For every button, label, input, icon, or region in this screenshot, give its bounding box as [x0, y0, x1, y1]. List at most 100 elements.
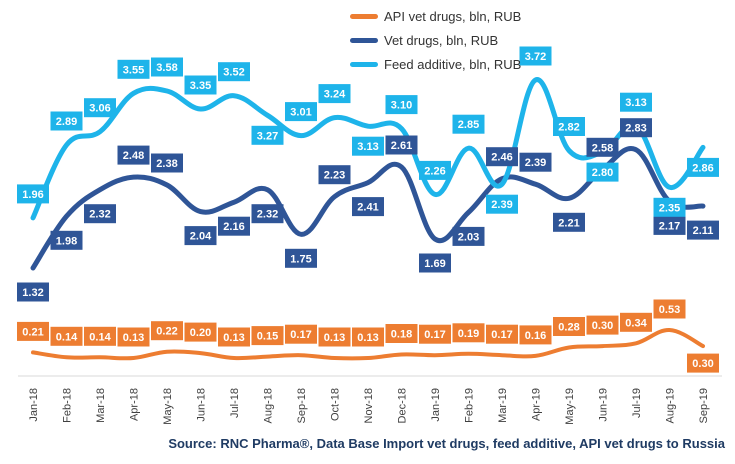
- data-label-text: 0.17: [290, 329, 311, 341]
- x-tick-label: May-18: [162, 388, 174, 425]
- legend-swatch-feed: [350, 61, 378, 67]
- data-label-vet: 2.03: [452, 226, 485, 246]
- data-label-box: [486, 194, 518, 214]
- data-label-api: 0.15: [251, 326, 284, 346]
- data-label-text: 0.21: [22, 326, 43, 338]
- data-label-box: [553, 317, 585, 336]
- data-label-box: [17, 184, 49, 204]
- data-label-box: [84, 98, 116, 118]
- legend-label-vet: Vet drugs, bln, RUB: [384, 32, 499, 48]
- x-tick-label: Jul-19: [631, 388, 643, 418]
- data-label-api: 0.30: [687, 353, 719, 373]
- data-label-box: [653, 299, 686, 319]
- data-label-feed: 2.89: [50, 111, 83, 131]
- data-label-box: [285, 324, 317, 344]
- legend-swatch-vet: [350, 37, 378, 43]
- data-label-text: 0.20: [190, 327, 211, 339]
- data-label-feed: 2.26: [419, 160, 451, 180]
- data-label-text: 3.24: [324, 89, 346, 101]
- x-tick-label: Feb-18: [62, 388, 74, 423]
- data-label-box: [385, 135, 418, 155]
- legend: API vet drugs, bln, RUB Vet drugs, bln, …: [350, 4, 521, 76]
- data-label-vet: 2.32: [84, 204, 116, 224]
- data-label-text: 0.13: [324, 332, 345, 344]
- data-label-box: [519, 152, 552, 172]
- data-label-box: [318, 165, 351, 185]
- data-label-box: [452, 226, 485, 246]
- data-label-box: [17, 321, 49, 341]
- data-label-box: [184, 226, 217, 246]
- data-label-box: [352, 136, 384, 156]
- data-label-text: 3.58: [156, 62, 177, 74]
- data-label-box: [218, 62, 250, 82]
- data-label-text: 0.19: [458, 328, 479, 340]
- data-label-vet: 2.11: [687, 220, 719, 240]
- x-tick-label: Oct-18: [330, 388, 342, 421]
- data-label-vet: 1.98: [50, 230, 83, 250]
- data-label-box: [419, 324, 451, 344]
- data-label-text: 2.21: [558, 217, 579, 229]
- data-label-text: 0.13: [123, 332, 144, 344]
- data-label-api: 0.13: [318, 327, 351, 347]
- source-note: Source: RNC Pharma®, Data Base Import ve…: [168, 436, 725, 451]
- data-label-box: [50, 326, 83, 346]
- data-label-text: 0.14: [56, 331, 78, 343]
- data-label-feed: 3.01: [285, 102, 317, 122]
- data-label-text: 2.11: [693, 225, 714, 237]
- data-label-text: 2.86: [692, 162, 713, 174]
- data-labels: 0.21 0.14 0.14 0.13 0.22 0.20 0.13 0.15 0.17 0.13…: [17, 46, 719, 373]
- data-label-box: [620, 312, 652, 332]
- data-label-text: 3.55: [123, 64, 144, 76]
- data-label-api: 0.14: [50, 326, 83, 346]
- data-label-box: [251, 326, 284, 346]
- data-label-box: [653, 197, 686, 217]
- x-tick-label: Dec-18: [397, 388, 409, 423]
- data-label-box: [586, 315, 619, 335]
- legend-label-feed: Feed additive, bln, RUB: [384, 56, 522, 72]
- data-label-text: 0.53: [659, 304, 680, 316]
- data-label-api: 0.53: [653, 299, 686, 319]
- data-label-box: [687, 220, 719, 240]
- data-label-text: 2.38: [156, 158, 177, 170]
- x-tick-label: Mar-19: [497, 388, 509, 423]
- data-label-text: 2.41: [357, 202, 378, 214]
- data-label-vet: 2.04: [184, 226, 217, 246]
- data-label-box: [50, 111, 83, 131]
- x-tick-label: Feb-19: [464, 388, 476, 423]
- data-label-box: [151, 153, 183, 173]
- data-label-text: 2.80: [592, 167, 613, 179]
- data-label-text: 2.61: [391, 140, 412, 152]
- data-label-api: 0.28: [553, 317, 585, 336]
- data-label-text: 2.32: [257, 209, 278, 221]
- data-label-api: 0.13: [117, 327, 150, 347]
- data-label-api: 0.17: [285, 324, 317, 344]
- data-label-text: 1.98: [56, 235, 77, 247]
- data-label-text: 2.35: [659, 202, 680, 214]
- data-label-box: [452, 114, 485, 134]
- data-label-box: [117, 59, 150, 79]
- data-label-text: 0.30: [592, 320, 613, 332]
- data-label-box: [519, 46, 552, 66]
- x-tick-label: Jun-18: [196, 388, 208, 422]
- data-label-box: [251, 204, 284, 224]
- data-label-text: 0.13: [357, 332, 378, 344]
- x-tick-label: May-19: [564, 388, 576, 425]
- data-label-feed: 2.39: [486, 194, 518, 214]
- x-tick-label: Apr-19: [531, 388, 543, 421]
- x-tick-label: Jan-19: [430, 388, 442, 422]
- x-tick-label: Aug-18: [263, 388, 275, 423]
- data-label-text: 3.10: [391, 100, 412, 112]
- data-label-feed: 3.72: [519, 46, 552, 66]
- data-label-box: [687, 157, 719, 177]
- data-label-vet: 2.61: [385, 135, 418, 155]
- data-label-box: [117, 145, 150, 165]
- data-label-text: 3.13: [625, 97, 646, 109]
- data-label-text: 0.28: [558, 322, 579, 334]
- x-tick-label: Aug-19: [665, 388, 677, 423]
- data-label-text: 0.16: [525, 330, 546, 342]
- data-label-box: [519, 325, 552, 345]
- data-label-text: 3.01: [290, 107, 311, 119]
- data-label-vet: 2.58: [586, 137, 619, 157]
- data-label-text: 0.14: [89, 331, 111, 343]
- data-label-text: 1.75: [290, 253, 311, 265]
